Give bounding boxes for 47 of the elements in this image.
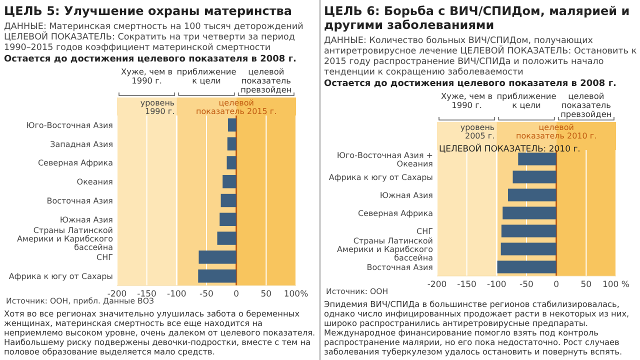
y-tick-label: Южная Азия (60, 215, 114, 224)
x-tick-label: 100% (284, 290, 308, 300)
ref-line-label: целевой показатель 2015 г. (196, 98, 277, 116)
x-tick-label: -150 (457, 280, 476, 290)
x-tick-label: 0 (554, 280, 560, 290)
x-tick-label: -50 (200, 290, 214, 300)
x-tick-label: -50 (520, 280, 534, 290)
y-tick-label: Юго-Восточная Азия + Океания (336, 150, 434, 168)
band-label: целевой показатель превзойден (560, 91, 612, 119)
annotation: ЦЕЛЕВОЙ ПОКАЗАТЕЛЬ: 2010 г. (439, 144, 580, 155)
y-tick-label: Юго-Восточная Азия (26, 120, 114, 130)
text: Остается до достижения целевого показателя в 2008 г. (4, 54, 296, 64)
x-tick-label: -200 (427, 280, 447, 290)
y-tick-label: СНГ (416, 227, 434, 236)
x-tick-label: -100 (487, 280, 506, 290)
y-tick-label: Африка к югу от Сахары (8, 272, 113, 282)
chart-subtitle: ДАННЫЕ: Материнская смертность на 100 тысяч деторождений ЦЕЛЕВОЙ ПОКАЗАТЕЛЬ: Сократить на три четверти за период 1990–2015 годов коэффициент материнской смертности (4, 22, 304, 53)
band-label: приближение к цели (176, 66, 236, 86)
y-tick-label: Северная Африка (358, 209, 434, 218)
chart-subtitle: ДАННЫЕ: Количество больных ВИЧ/СПИДом, получающих антиретровирусное лечение ЦЕЛЕВОЙ ПОКАЗАТЕЛЬ: Остановить к 2015 году распространение ВИЧ/СПИДа и положить начало тенденции к сокращению заболеваемости (324, 36, 638, 78)
y-tick-label: Африка к югу от Сахары (328, 173, 433, 182)
chart-title: ЦЕЛЬ 6: Борьба с ВИЧ/СПИДом, малярией и другими заболеваниями (324, 4, 630, 32)
x-tick-label: 100 % (602, 280, 630, 290)
y-tick-label: Страны Латинской Америки и Карибского бассейна (336, 236, 434, 262)
text: Остается до достижения целевого показателя в 2008 г. (324, 79, 616, 89)
y-tick-label: Западная Азия (50, 140, 114, 149)
x-tick-label: 50 (260, 290, 272, 300)
y-tick-label: Восточная Азия (46, 196, 114, 206)
band-label: Хуже, чем в 1990 г. (121, 66, 173, 86)
y-tick-label: Страны Латинской Америки и Карибского бассейна (16, 226, 114, 252)
x-tick-label: -100 (167, 290, 186, 300)
y-tick-label: Восточная Азия (366, 263, 434, 272)
text: Эпидемия ВИЧ/СПИДа в большинстве регионов стабилизировалась, однако число инфицированных продожает расти в некоторых из них, широко распространились антиретровирусные предпараты. Международное финансирование помогло взять под контроль распространение малярии, но его пока недостаточно. Рост случаев заболевания туберкулезом удалось остановить и повернуть вспять. (324, 299, 630, 356)
y-tick-label: Океания (76, 178, 114, 187)
x-tick-label: 0 (234, 290, 240, 300)
y-tick-label: Северная Африка (38, 158, 114, 168)
ref-line-label: уровень 2005 г. (460, 123, 495, 140)
band-label: приближение к цели (496, 91, 556, 110)
band-label: Хуже, чем в 1990 г. (441, 91, 493, 110)
ref-line-label: уровень 1990 г. (140, 98, 175, 116)
y-tick-label: СНГ (96, 253, 114, 262)
y-tick-label: Южная Азия (380, 191, 434, 200)
x-tick-label: 50 (580, 280, 592, 290)
ref-line-label: целевой показатель 2010 г. (516, 123, 597, 140)
band-label: целевой показатель превзойден (240, 66, 292, 94)
chart-title: ЦЕЛЬ 5: Улучшение охраны материнства (4, 4, 292, 18)
text: Хотя во все регионах значительно улушилась забота о беременных женщинах, материнская смертность все еще находится на неприемлемо высоком уровне, очень далеком от целевого показателя. Наибольшему риску подвержены девочки-подростки, вместе с тем на половое образование выделяется мало средств. (4, 308, 316, 356)
